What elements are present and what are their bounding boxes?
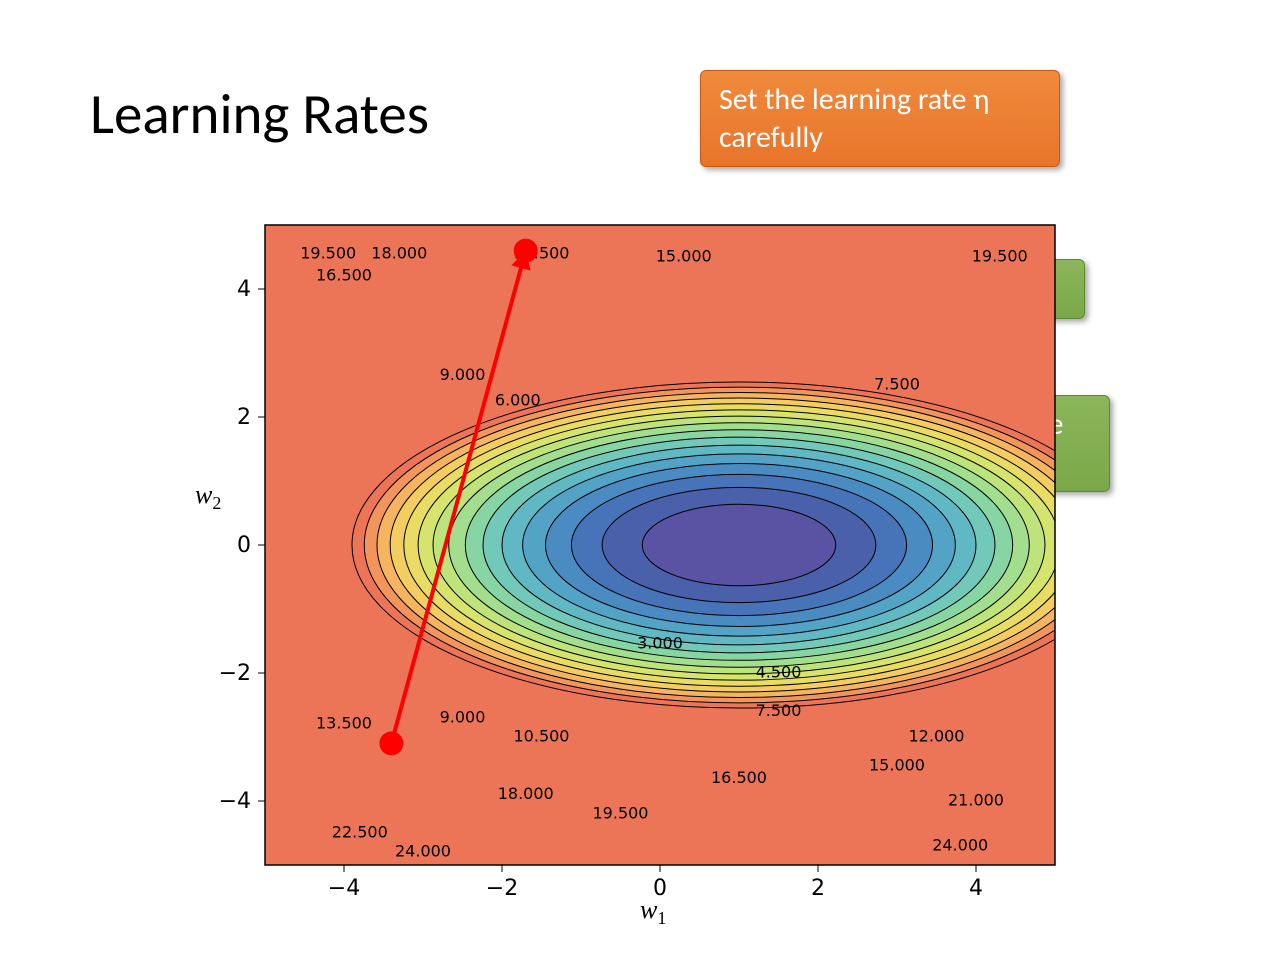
svg-text:4: 4 xyxy=(969,876,983,901)
svg-text:10.500: 10.500 xyxy=(514,727,570,746)
svg-text:9.000: 9.000 xyxy=(440,365,486,384)
svg-text:4.500: 4.500 xyxy=(756,663,802,682)
svg-text:19.500: 19.500 xyxy=(972,247,1028,266)
svg-text:16.500: 16.500 xyxy=(711,768,767,787)
svg-text:−2: −2 xyxy=(486,876,518,901)
svg-text:0: 0 xyxy=(237,533,251,558)
svg-text:13.500: 13.500 xyxy=(316,714,372,733)
svg-text:19.500: 19.500 xyxy=(593,803,649,822)
svg-text:24.000: 24.000 xyxy=(932,835,988,854)
contour-plot: 3.000 4.500 7.500 9.000 10.500 13.500 12.000 15… xyxy=(205,215,1105,920)
svg-text:7.500: 7.500 xyxy=(874,375,920,394)
svg-text:7.500: 7.500 xyxy=(756,701,802,720)
svg-text:−2: −2 xyxy=(219,661,251,686)
svg-text:15.000: 15.000 xyxy=(656,247,712,266)
svg-text:22.500: 22.500 xyxy=(332,823,388,842)
svg-text:24.000: 24.000 xyxy=(395,842,451,861)
svg-text:21.000: 21.000 xyxy=(948,791,1004,810)
svg-text:15.000: 15.000 xyxy=(869,755,925,774)
svg-text:16.500: 16.500 xyxy=(316,266,372,285)
svg-text:9.000: 9.000 xyxy=(440,707,486,726)
callout-orange: Set the learning rate η carefully xyxy=(700,70,1060,167)
svg-text:4: 4 xyxy=(237,277,251,302)
svg-text:12.000: 12.000 xyxy=(909,727,965,746)
svg-text:18.000: 18.000 xyxy=(498,784,554,803)
svg-text:2: 2 xyxy=(811,876,825,901)
page-title: Learning Rates xyxy=(90,80,429,149)
svg-text:19.500: 19.500 xyxy=(300,243,356,262)
svg-text:0: 0 xyxy=(653,876,667,901)
svg-text:3.000: 3.000 xyxy=(637,634,683,653)
svg-text:−4: −4 xyxy=(328,876,360,901)
svg-text:2: 2 xyxy=(237,405,251,430)
svg-text:18.000: 18.000 xyxy=(371,243,427,262)
svg-text:6.000: 6.000 xyxy=(495,391,541,410)
svg-text:−4: −4 xyxy=(219,789,251,814)
